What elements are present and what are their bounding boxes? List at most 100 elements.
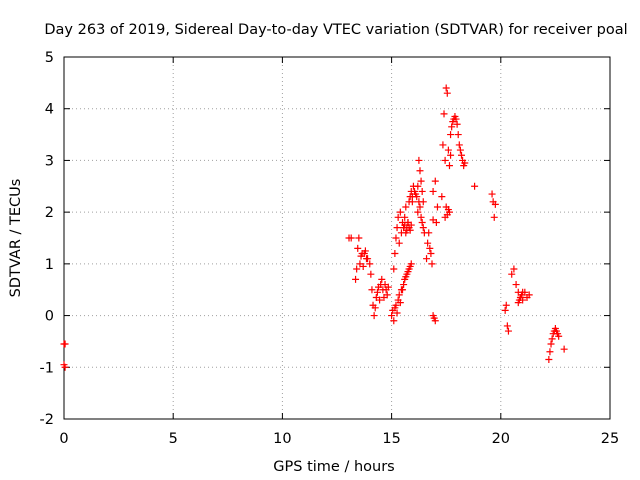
data-point-marker [431,317,439,325]
y-tick-label: 1 [45,257,54,273]
data-point-marker [417,213,425,221]
y-tick-label: -1 [40,360,54,376]
x-tick-label: 20 [492,431,510,447]
data-point-marker [414,208,422,216]
data-point-marker [426,244,434,252]
data-point-marker [555,332,563,340]
data-point-marker [396,299,404,307]
data-point-marker [393,224,401,232]
data-point-marker [512,281,520,289]
data-point-marker [454,131,462,139]
data-point-marker [406,226,414,234]
x-axis-label: GPS time / hours [273,459,394,475]
data-point-marker [353,265,361,273]
data-point-marker [471,182,479,190]
data-point-marker [392,301,400,309]
data-point-marker [395,291,403,299]
data-point-marker [423,255,431,263]
data-point-marker [432,218,440,226]
data-point-marker [388,312,396,320]
data-point-marker [396,208,404,216]
data-point-marker [525,291,533,299]
x-tick-label: 0 [59,431,68,447]
data-point-marker [400,281,408,289]
data-point-marker [413,193,421,201]
data-points [60,84,568,371]
data-point-marker [416,167,424,175]
data-point-marker [546,348,554,356]
data-point-marker [457,151,465,159]
data-point-marker [407,260,415,268]
data-point-marker [547,340,555,348]
data-point-marker [438,193,446,201]
data-point-marker [519,288,527,296]
y-axis-label: SDTVAR / TECUs [8,179,24,298]
x-tick-label: 10 [273,431,291,447]
y-tick-label: 0 [45,309,54,325]
axis-ticks: 0 5 10 15 20 25 -2 -1 0 1 2 3 4 5 [40,50,620,447]
data-point-marker [452,115,460,123]
data-point-marker [415,198,423,206]
data-point-marker [370,312,378,320]
data-point-marker [61,340,69,348]
data-point-marker [392,234,400,242]
data-point-marker [359,262,367,270]
data-point-marker [416,203,424,211]
data-point-marker [439,141,447,149]
data-point-marker [456,146,464,154]
data-point-marker [419,224,427,232]
data-point-marker [61,363,69,371]
data-point-marker [361,247,369,255]
y-tick-label: -2 [40,412,54,428]
data-point-marker [366,260,374,268]
data-point-marker [399,286,407,294]
x-tick-label: 15 [382,431,400,447]
data-point-marker [414,182,422,190]
data-point-marker [445,162,453,170]
data-point-marker [371,304,379,312]
data-point-marker [394,213,402,221]
data-point-marker [491,200,499,208]
data-point-marker [418,187,426,195]
data-point-marker [453,120,461,128]
data-point-marker [447,131,455,139]
data-point-marker [488,190,496,198]
data-point-marker [368,286,376,294]
data-point-marker [391,250,399,258]
data-point-marker [390,317,398,325]
y-tick-label: 4 [45,102,54,118]
data-point-marker [510,265,518,273]
data-point-marker [560,345,568,353]
data-point-marker [364,255,372,263]
data-point-marker [378,275,386,283]
data-point-marker [393,309,401,317]
y-tick-label: 3 [45,153,54,169]
chart-title: Day 263 of 2019, Sidereal Day-to-day VTE… [44,22,627,38]
data-point-marker [501,306,509,314]
data-point-marker [384,283,392,291]
data-point-marker [431,177,439,185]
data-point-marker [548,335,556,343]
data-point-marker [504,327,512,335]
data-point-marker [395,239,403,247]
data-point-marker [428,260,436,268]
data-point-marker [455,141,463,149]
data-point-marker [376,296,384,304]
data-point-marker [373,288,381,296]
data-point-marker [424,239,432,247]
x-tick-label: 25 [601,431,619,447]
x-tick-label: 5 [169,431,178,447]
data-point-marker [354,244,362,252]
data-point-marker [545,356,553,364]
data-point-marker [347,234,355,242]
data-point-marker [425,229,433,237]
data-point-marker [390,265,398,273]
y-tick-label: 5 [45,50,54,66]
data-point-marker [508,270,516,278]
data-point-marker [490,213,498,221]
data-point-marker [355,234,363,242]
data-point-marker [502,301,510,309]
data-point-marker [383,291,391,299]
data-point-marker [441,156,449,164]
